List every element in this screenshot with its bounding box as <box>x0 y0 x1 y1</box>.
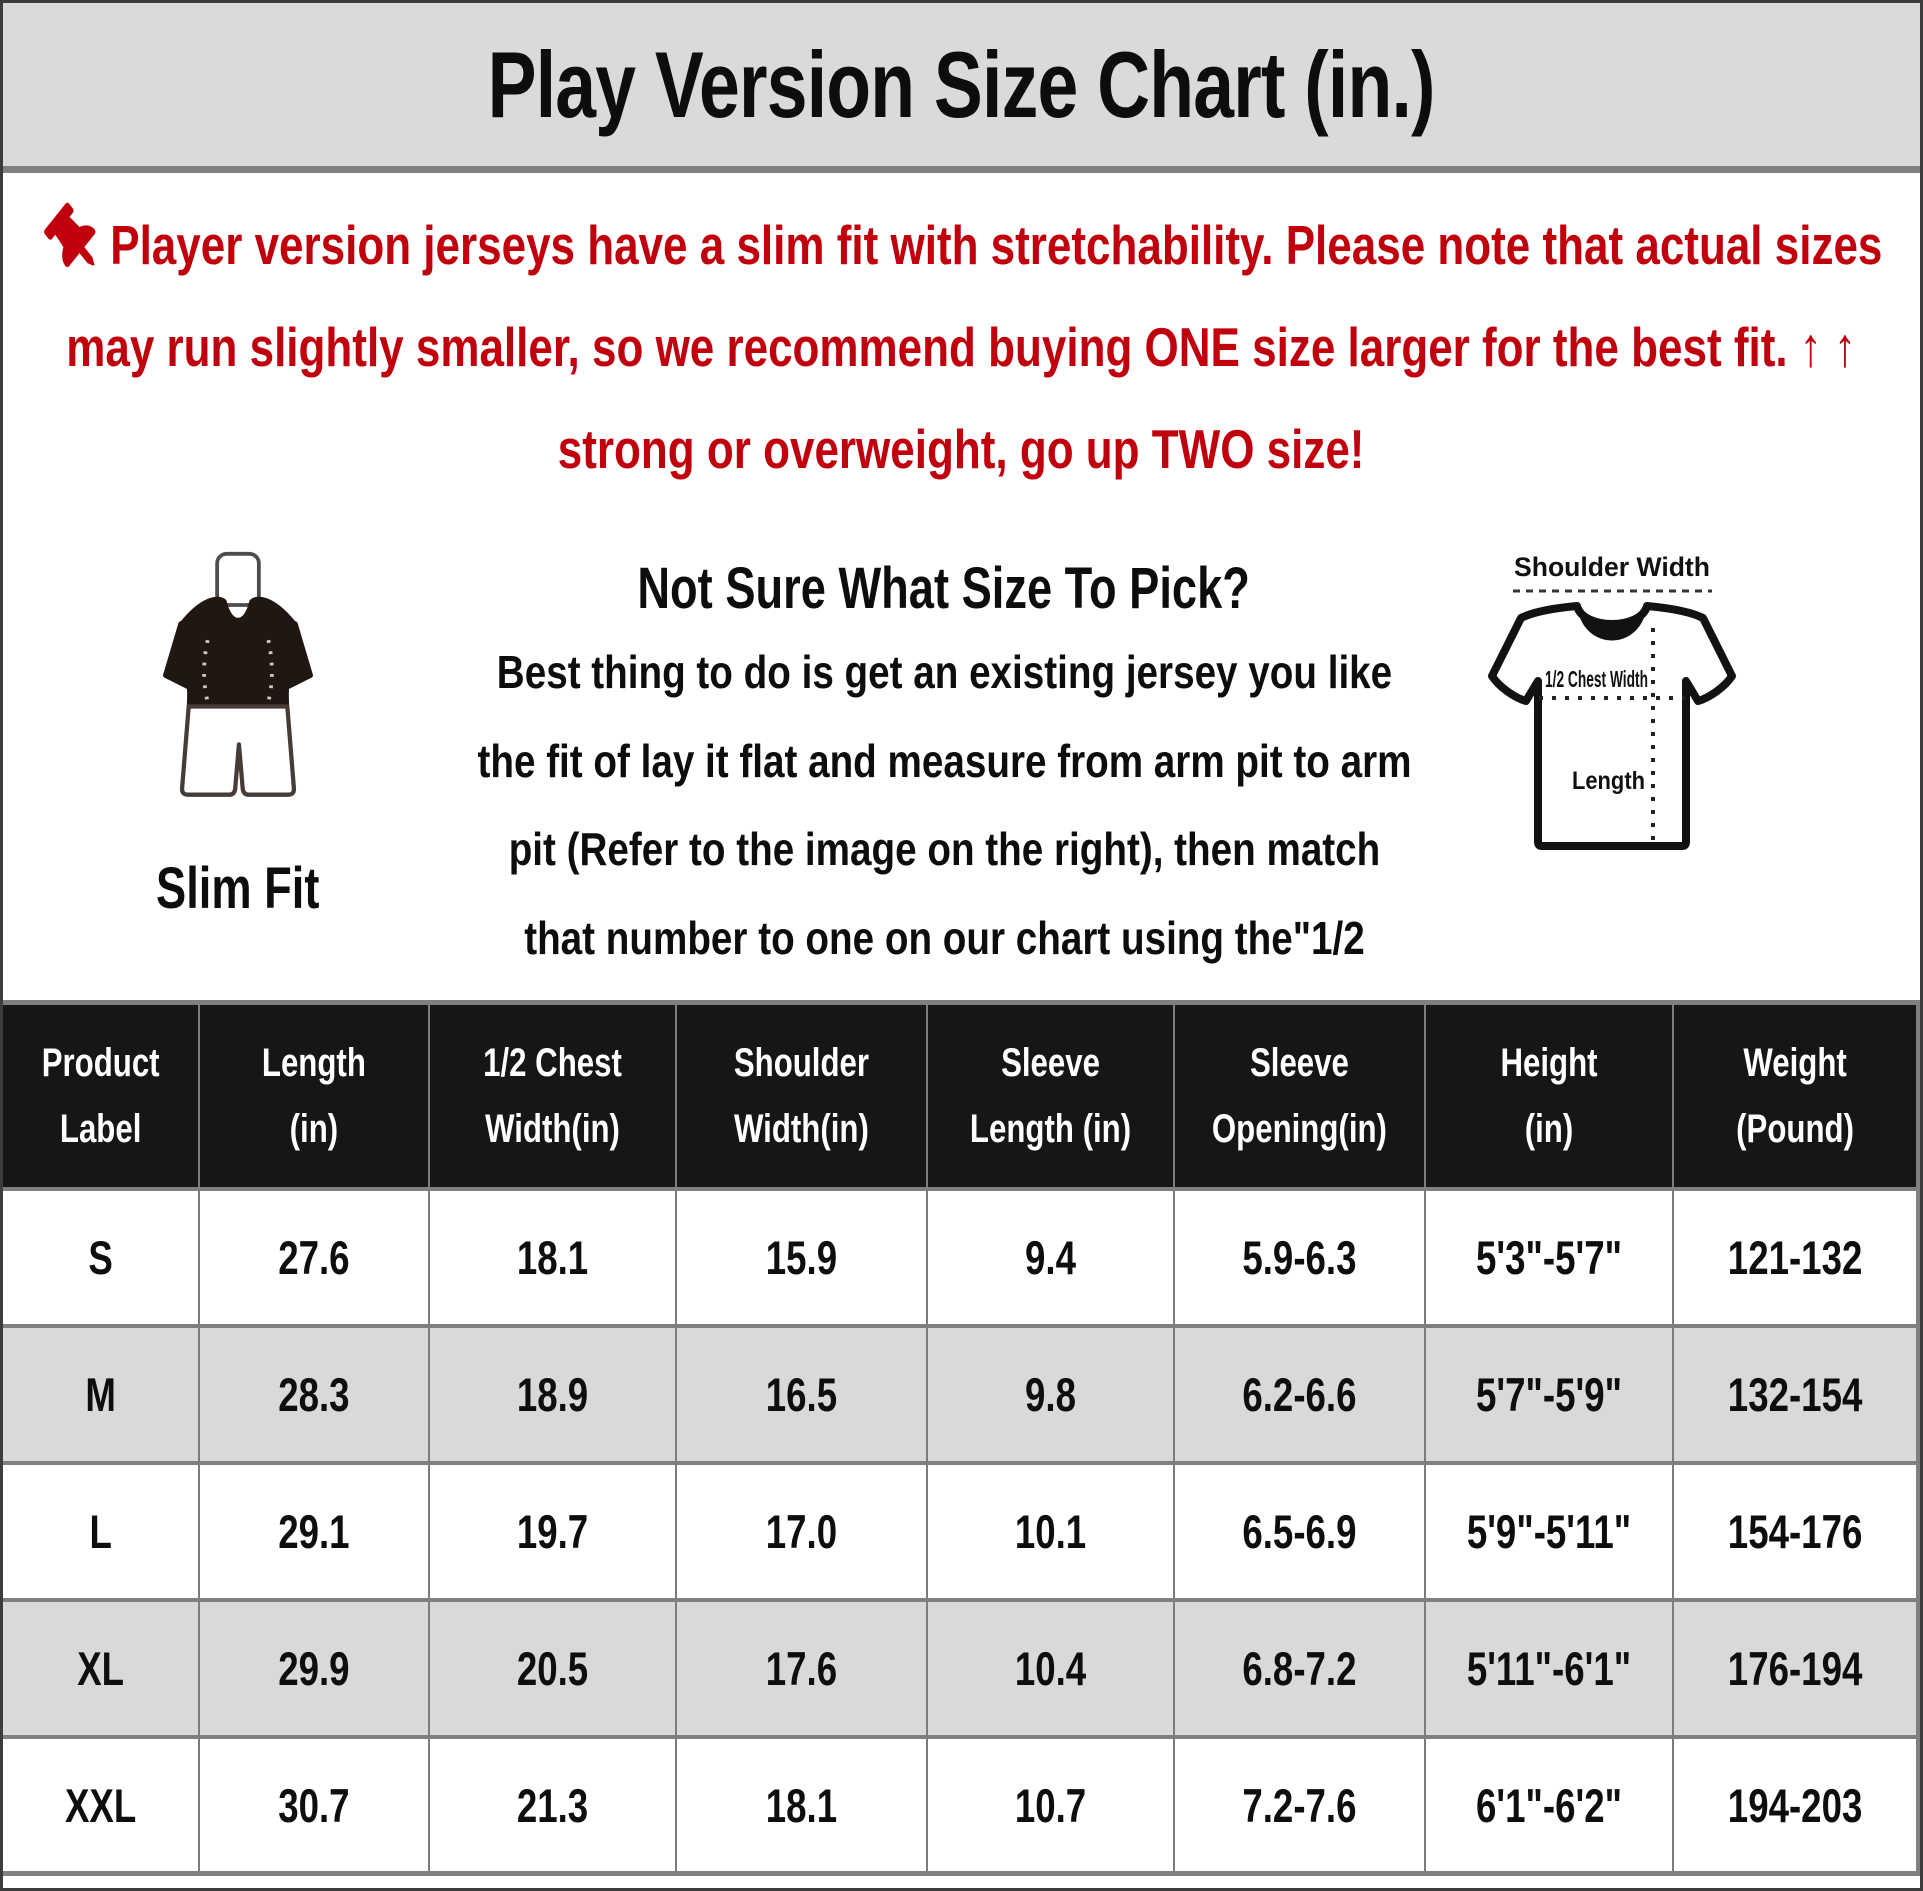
page-title: Play Version Size Chart (in.) <box>487 31 1436 137</box>
size-cell: 132-154 <box>1671 1325 1918 1463</box>
table-row-xxl: XXL 30.7 21.3 18.1 10.7 7.2-7.6 6'1"-6'2… <box>3 1736 1918 1874</box>
size-cell: 10.7 <box>925 1736 1174 1874</box>
size-cell: 5'9"-5'11" <box>1423 1462 1673 1600</box>
col-header-half-chest-width: 1/2 Chest Width(in) <box>428 1002 677 1189</box>
mannequin-neck <box>215 552 261 608</box>
size-cell: 20.5 <box>428 1599 677 1737</box>
size-cell: 154-176 <box>1671 1462 1918 1600</box>
size-cell: XXL <box>3 1736 200 1874</box>
size-cell: 18.1 <box>675 1736 927 1874</box>
header-row: Product Label Length (in) 1/2 Chest Width(i… <box>3 1002 1918 1189</box>
size-cell: 121-132 <box>1671 1188 1918 1326</box>
size-cell: 5'7"-5'9" <box>1423 1325 1673 1463</box>
col-header-height: Height (in) <box>1423 1002 1673 1189</box>
half-chest-width-label: 1/2 Chest Width <box>1545 666 1648 692</box>
length-label: Length <box>1572 767 1645 795</box>
info-section: Slim Fit Not Sure What Size To Pick? Bes… <box>3 500 1920 1000</box>
size-cell: 15.9 <box>675 1188 927 1326</box>
size-cell: 9.8 <box>925 1325 1174 1463</box>
size-cell: 10.4 <box>925 1599 1174 1737</box>
size-cell: 29.9 <box>198 1599 430 1737</box>
size-cell: 9.4 <box>925 1188 1174 1326</box>
size-cell: L <box>3 1462 200 1600</box>
size-cell: 17.6 <box>675 1599 927 1737</box>
diagram-column: Shoulder Width 1/2 Chest Width Length <box>1415 500 1920 1000</box>
size-cell: 18.1 <box>428 1188 677 1326</box>
size-help-column: Not Sure What Size To Pick? Best thing t… <box>473 500 1415 1000</box>
size-cell: 28.3 <box>198 1325 430 1463</box>
col-header-shoulder-width: Shoulder Width(in) <box>675 1002 927 1189</box>
tshirt-collar <box>1577 606 1647 641</box>
slim-fit-caption: Slim Fit <box>156 856 320 922</box>
size-cell: 5'3"-5'7" <box>1423 1188 1673 1326</box>
tshirt-outline <box>1488 602 1736 851</box>
pushpin-icon <box>44 202 96 268</box>
col-header-product-label: Product Label <box>3 1002 200 1189</box>
size-cell: 30.7 <box>198 1736 430 1874</box>
col-header-sleeve-length: Sleeve Length (in) <box>925 1002 1174 1189</box>
size-cell: 18.9 <box>428 1325 677 1463</box>
size-cell: XL <box>3 1599 200 1737</box>
col-header-length: Length (in) <box>198 1002 430 1189</box>
size-help-title: Not Sure What Size To Pick? <box>637 556 1251 622</box>
red-notice: Player version jerseys have a slim fit w… <box>3 195 1920 500</box>
size-cell: 27.6 <box>198 1188 430 1326</box>
size-cell: 6.8-7.2 <box>1173 1599 1425 1737</box>
size-cell: S <box>3 1188 200 1326</box>
table-row-xl: XL 29.9 20.5 17.6 10.4 6.8-7.2 5'11"-6'1… <box>3 1599 1918 1737</box>
col-header-sleeve-opening: Sleeve Opening(in) <box>1173 1002 1425 1189</box>
size-cell: 19.7 <box>428 1462 677 1600</box>
size-help-body: Best thing to do is get an existing jers… <box>477 645 1411 965</box>
size-cell: 10.1 <box>925 1462 1174 1600</box>
shoulder-width-label: Shoulder Width <box>1514 552 1710 582</box>
header-band: Play Version Size Chart (in.) <box>3 3 1920 173</box>
size-cell: 29.1 <box>198 1462 430 1600</box>
col-header-weight: Weight (Pound) <box>1671 1002 1918 1189</box>
table-row-s: S 27.6 18.1 15.9 9.4 5.9-6.3 5'3"-5'7" 1… <box>3 1188 1918 1326</box>
size-table: Product Label Length (in) 1/2 Chest Width(i… <box>3 1000 1920 1877</box>
size-cell: 6'1"-6'2" <box>1423 1736 1673 1874</box>
size-cell: 5'11"-6'1" <box>1423 1599 1673 1737</box>
size-cell: 194-203 <box>1671 1736 1918 1874</box>
size-cell: M <box>3 1325 200 1463</box>
size-cell: 5.9-6.3 <box>1173 1188 1425 1326</box>
slim-fit-figure-icon <box>163 552 313 798</box>
notice-text: Player version jerseys have a slim fit w… <box>66 214 1883 480</box>
size-cell: 16.5 <box>675 1325 927 1463</box>
size-cell: 6.2-6.6 <box>1173 1325 1425 1463</box>
size-cell: 7.2-7.6 <box>1173 1736 1425 1874</box>
table-row-m: M 28.3 18.9 16.5 9.8 6.2-6.6 5'7"-5'9" 1… <box>3 1325 1918 1463</box>
tshirt-measurement-diagram: Shoulder Width 1/2 Chest Width Length <box>1488 552 1736 851</box>
size-cell: 6.5-6.9 <box>1173 1462 1425 1600</box>
size-cell: 21.3 <box>428 1736 677 1874</box>
size-cell: 176-194 <box>1671 1599 1918 1737</box>
size-cell: 17.0 <box>675 1462 927 1600</box>
fit-column: Slim Fit <box>3 500 473 1000</box>
table-row-l: L 29.1 19.7 17.0 10.1 6.5-6.9 5'9"-5'11"… <box>3 1462 1918 1600</box>
